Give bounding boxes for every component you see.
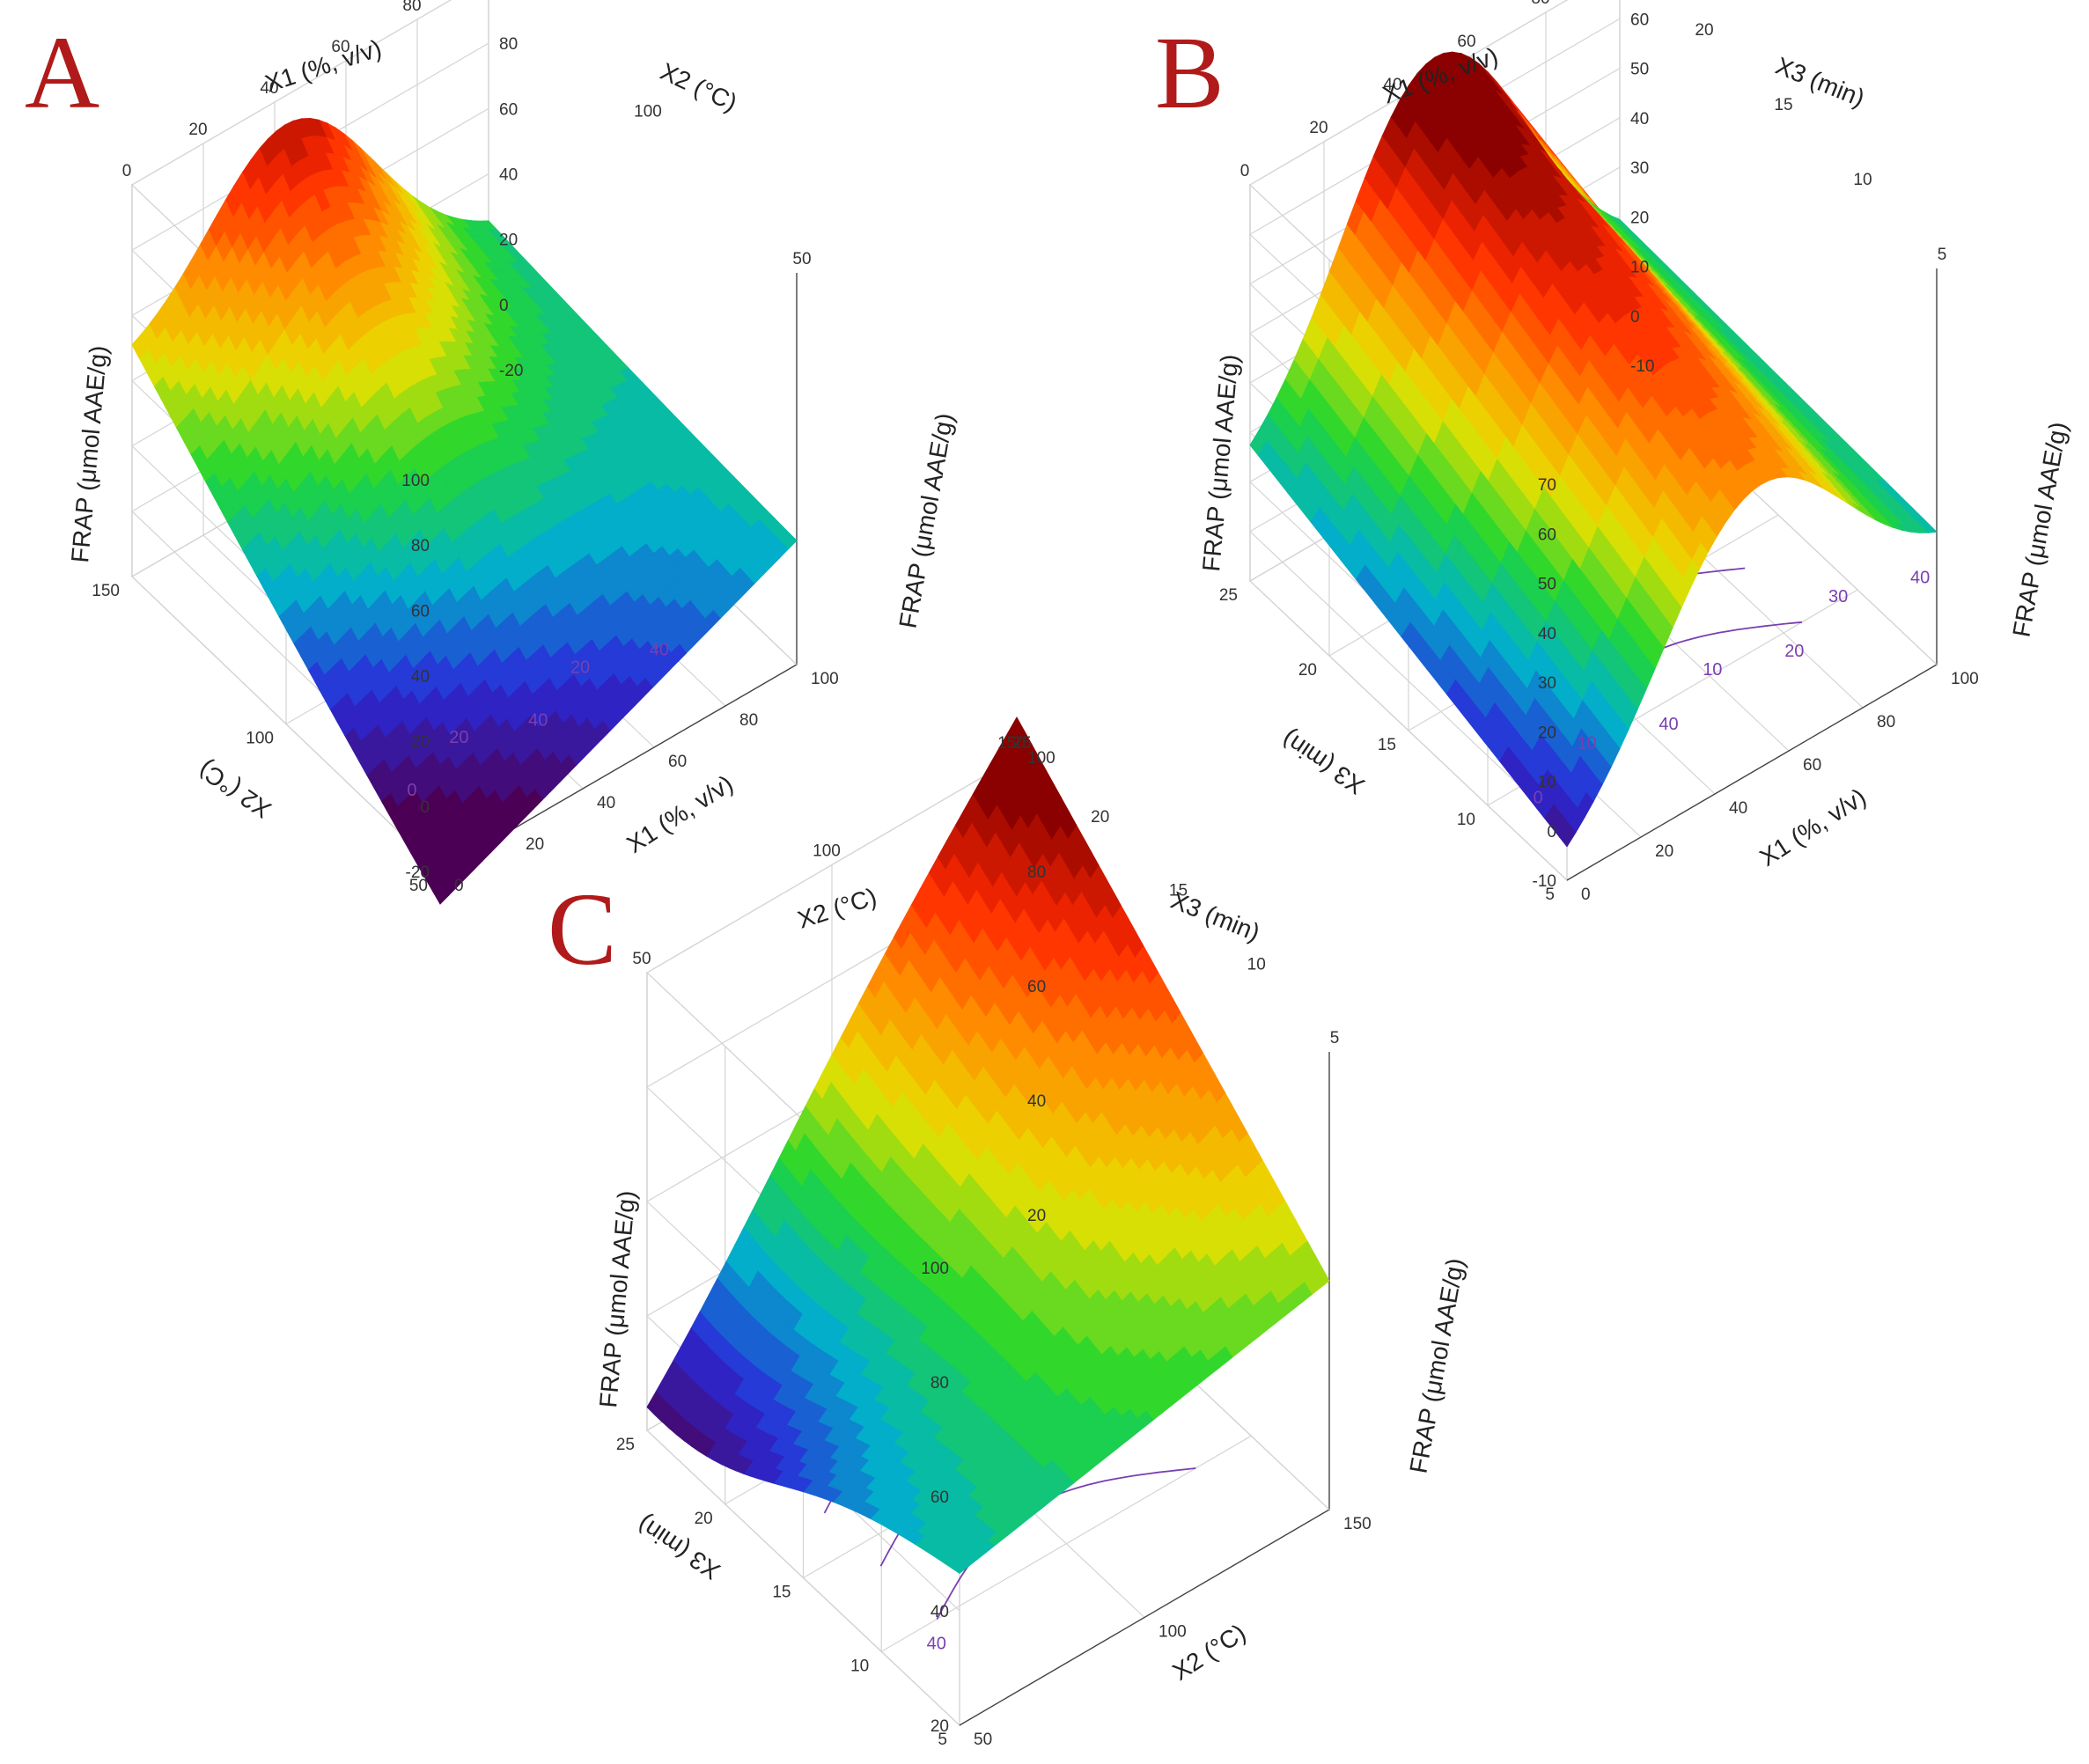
panel-a-z-tick-right: 20	[499, 232, 518, 250]
panel-a-z-tick-left: 100	[401, 472, 430, 490]
panel-b-y-tick-top: 20	[1695, 21, 1713, 40]
panel-b-x1-label-bottom: X1 (%, v/v)	[1754, 783, 1871, 871]
panel-b-z-tick-right: 0	[1630, 308, 1640, 327]
panel-b-z-tick-right: 30	[1630, 159, 1649, 178]
panel-a-x-tick-bottom: 20	[526, 835, 544, 854]
panel-a-z-tick-left: 80	[411, 537, 430, 555]
panel-b-y-tick-bottom: 10	[1457, 811, 1475, 829]
panel-a-x-tick-bottom: 40	[597, 794, 615, 812]
panel-a-z-tick-right: 40	[499, 166, 518, 185]
panel-b-x3-label-bottom: X3 (min)	[1276, 725, 1369, 800]
panel-a-x-tick-bottom: 80	[739, 711, 758, 730]
panel-a-x-tick-bottom: 100	[811, 670, 839, 688]
panel-b-z-tick-left: 0	[1547, 823, 1556, 842]
panel-b-x-tick-bottom: 0	[1581, 886, 1591, 904]
panel-c-letter: C	[548, 871, 617, 987]
panel-b-contour-label: 10	[1703, 660, 1722, 680]
panel-a-z-tick-right: -20	[499, 362, 523, 380]
panel-b-z-tick-right: -10	[1630, 357, 1654, 376]
panel-b-x-tick-bottom: 60	[1803, 756, 1821, 775]
panel-a-x2-label-bottom: X2 (°C)	[194, 756, 276, 824]
panel-b-letter: B	[1155, 15, 1225, 130]
panel-b-x-tick-bottom: 20	[1655, 842, 1673, 861]
panel-b-contour-label: 20	[1784, 642, 1804, 661]
panel-b-y-tick-bottom: 20	[1298, 661, 1317, 680]
panel-b-contour-label: 0	[1534, 788, 1543, 807]
panel-b-contour-label: 10	[1577, 733, 1596, 753]
panel-a-z-label-left: FRAP (μmol AAE/g)	[66, 344, 112, 563]
panel-b-z-tick-left: 40	[1538, 625, 1556, 643]
panel-a-contour-label: 20	[449, 728, 468, 747]
panel-b-y-tick-top: 5	[1938, 246, 1947, 264]
panel-a-z-tick-right: 80	[499, 35, 518, 54]
panel-a-x-tick-top: 20	[188, 121, 207, 139]
panel-a-x-tick-bottom: 0	[454, 877, 464, 895]
panel-a-y-tick-top: 100	[634, 103, 662, 121]
panel-a-x-tick-top: 0	[122, 162, 132, 180]
panel-a-z-label-right: FRAP (μmol AAE/g)	[894, 411, 959, 630]
panel-b-x-tick-top: 20	[1309, 119, 1328, 137]
panel-a-x-tick-top: 80	[402, 0, 421, 15]
panel-c-surface-plot: C 20204040606080801001005050100100150150…	[548, 716, 1469, 1749]
panel-a-z-tick-left: 0	[420, 798, 430, 817]
panel-a-x-tick-bottom: 60	[668, 753, 687, 771]
panel-b-y-tick-bottom: 15	[1378, 736, 1396, 754]
panel-b-contour-label: 40	[1910, 569, 1930, 588]
panel-b-z-tick-right: 50	[1630, 61, 1649, 79]
panel-a-z-tick-left: 40	[411, 668, 430, 687]
panel-b-y-tick-top: 10	[1853, 171, 1872, 189]
panel-a-y-tick-bottom: 150	[92, 582, 120, 600]
panel-b-z-label-right: FRAP (μmol AAE/g)	[2007, 420, 2072, 639]
panel-b-z-tick-right: 60	[1630, 11, 1649, 29]
panel-a-y-tick-bottom: 100	[246, 730, 274, 748]
panel-b-z-tick-right: 20	[1630, 209, 1649, 227]
panel-b-contour-label: 30	[1828, 587, 1848, 606]
panel-b-z-tick-right: 40	[1630, 110, 1649, 129]
panel-a-x2-label-top: X2 (°C)	[656, 57, 741, 116]
panel-a-contour-label: 0	[407, 781, 416, 800]
panel-b-surface-plot: B -10-1000101020203030404050506060707000…	[1155, 0, 2072, 904]
panel-b-y-tick-bottom: 5	[1545, 886, 1555, 904]
panel-b-z-label-left: FRAP (μmol AAE/g)	[1197, 353, 1243, 572]
panel-b-z-tick-right: 10	[1630, 259, 1649, 277]
panel-b-y-tick-bottom: 25	[1219, 586, 1238, 605]
panel-b-x-tick-top: 80	[1531, 0, 1549, 8]
panel-b-y-tick-top: 15	[1774, 96, 1792, 114]
panel-b-x-tick-bottom: 80	[1877, 713, 1895, 731]
panel-a-y-tick-bottom: 50	[409, 877, 428, 895]
panel-a-x1-label-top: X1 (%, v/v)	[261, 34, 385, 98]
panel-b-x-tick-bottom: 40	[1729, 799, 1747, 818]
panel-a-contour-label: 40	[650, 640, 669, 659]
panel-a-z-tick-left: 20	[411, 733, 430, 752]
panel-b-z-tick-left: 50	[1538, 576, 1556, 594]
panel-a-y-tick-top: 50	[792, 250, 811, 268]
panel-a-contour-label: 20	[570, 658, 590, 677]
panel-b-z-tick-left: 20	[1538, 724, 1556, 742]
panel-a-z-tick-right: 60	[499, 100, 518, 119]
panel-b-x-tick-bottom: 100	[1951, 670, 1979, 688]
panel-b-z-tick-left: 70	[1538, 476, 1556, 495]
panel-b-x-tick-top: 0	[1240, 162, 1250, 180]
panel-a-z-tick-right: 0	[499, 297, 509, 315]
panel-a-x1-label-bottom: X1 (%, v/v)	[622, 769, 738, 858]
panel-a-contour-label: 40	[528, 710, 548, 730]
panel-a-surface-plot: A -20-2000202040406060808010010000202040…	[25, 0, 959, 905]
panel-b-contour-label: 40	[1659, 715, 1678, 734]
panel-b-z-tick-left: 30	[1538, 674, 1556, 693]
panel-a-letter: A	[25, 15, 99, 130]
panel-b-z-tick-left: 60	[1538, 526, 1556, 544]
panel-a-z-tick-left: 60	[411, 602, 430, 621]
